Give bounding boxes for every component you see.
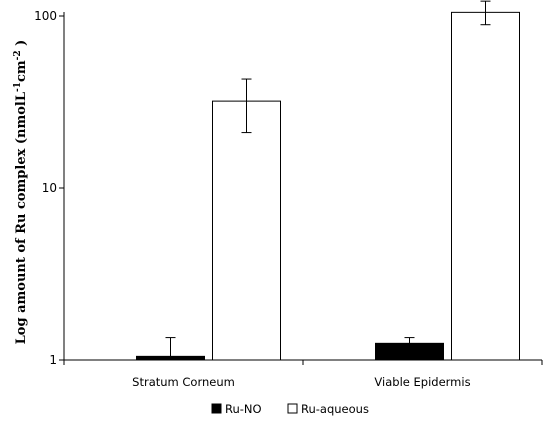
y-axis-title: Log amount of Ru complex (nmolL-1cm-2 ) <box>13 40 29 345</box>
bar <box>212 100 281 361</box>
y-axis-title-sup2: -2 <box>13 50 23 60</box>
x-category-label: Stratum Corneum <box>132 375 235 389</box>
y-axis-title-sup1: -1 <box>13 82 23 92</box>
bar <box>451 11 520 361</box>
legend-label-ru-no: Ru-NO <box>225 402 262 416</box>
y-axis-title-main: Log amount of Ru complex (nmolL <box>14 92 29 344</box>
plot-area: 1 10 100 Stratum Corneum Viable Epidermis <box>34 0 543 389</box>
x-category-label: Viable Epidermis <box>374 375 470 389</box>
y-axis-title-mid: cm <box>14 60 29 82</box>
legend: Ru-NO Ru-aqueous <box>211 402 369 416</box>
legend-swatch-ru-aqueous <box>287 403 298 414</box>
y-tick-label: 1 <box>49 353 57 367</box>
legend-label-ru-aqueous: Ru-aqueous <box>301 402 369 416</box>
legend-swatch-ru-no <box>211 403 222 414</box>
y-tick-label: 10 <box>42 181 57 195</box>
y-axis-title-end: ) <box>14 40 29 51</box>
y-tick-label: 100 <box>34 9 57 23</box>
